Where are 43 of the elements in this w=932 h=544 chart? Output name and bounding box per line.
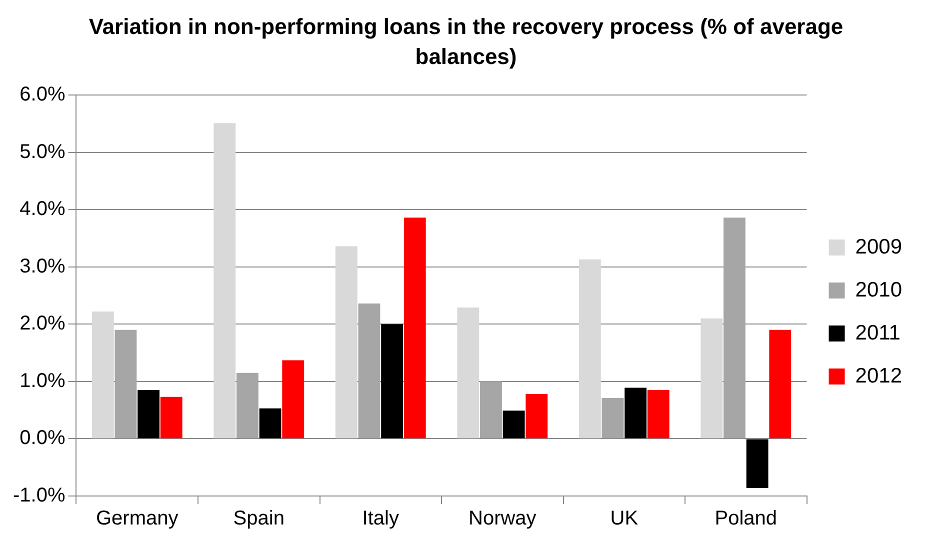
x-tick-label: Norway [468, 508, 536, 530]
bar [114, 330, 137, 438]
bar [480, 381, 502, 438]
bar [502, 410, 525, 438]
legend-label: 2012 [855, 364, 902, 388]
x-tick-label: Germany [96, 508, 178, 530]
bar [457, 308, 480, 438]
bar [404, 218, 426, 438]
legend-label: 2010 [855, 278, 902, 302]
bar [647, 390, 670, 438]
bar [92, 312, 114, 438]
bar [602, 398, 624, 438]
bar [700, 318, 723, 438]
legend-label: 2011 [855, 321, 900, 344]
y-tick-label: 3.0% [20, 255, 66, 278]
y-tick-label: 2.0% [20, 312, 66, 335]
y-tick-label: -1.0% [12, 484, 66, 507]
bar [335, 246, 358, 438]
bar [282, 360, 304, 438]
bar [214, 123, 236, 438]
y-tick-label: 0.0% [20, 427, 66, 450]
bar [624, 388, 647, 438]
bar [259, 408, 282, 438]
bar [138, 390, 160, 438]
y-tick-label: 5.0% [20, 140, 66, 163]
bar [160, 396, 182, 438]
bar [236, 372, 258, 438]
x-tick-label: Poland [714, 508, 778, 530]
bar [526, 394, 548, 438]
bar [724, 218, 746, 438]
bar [578, 259, 601, 438]
y-tick-label: 4.0% [20, 198, 66, 220]
bar [769, 330, 792, 438]
y-tick-label: 6.0% [20, 84, 66, 106]
x-tick-label: Italy [362, 508, 399, 530]
x-tick-label: UK [610, 508, 639, 530]
bar [746, 439, 768, 488]
legend-label: 2009 [855, 235, 902, 258]
x-tick-label: Spain [233, 508, 284, 530]
chart-title: Variation in non-performing loans in the recovery process (% of average balances) [88, 13, 844, 71]
y-tick-label: 1.0% [20, 370, 66, 392]
bar [381, 324, 404, 438]
bar [358, 304, 380, 438]
